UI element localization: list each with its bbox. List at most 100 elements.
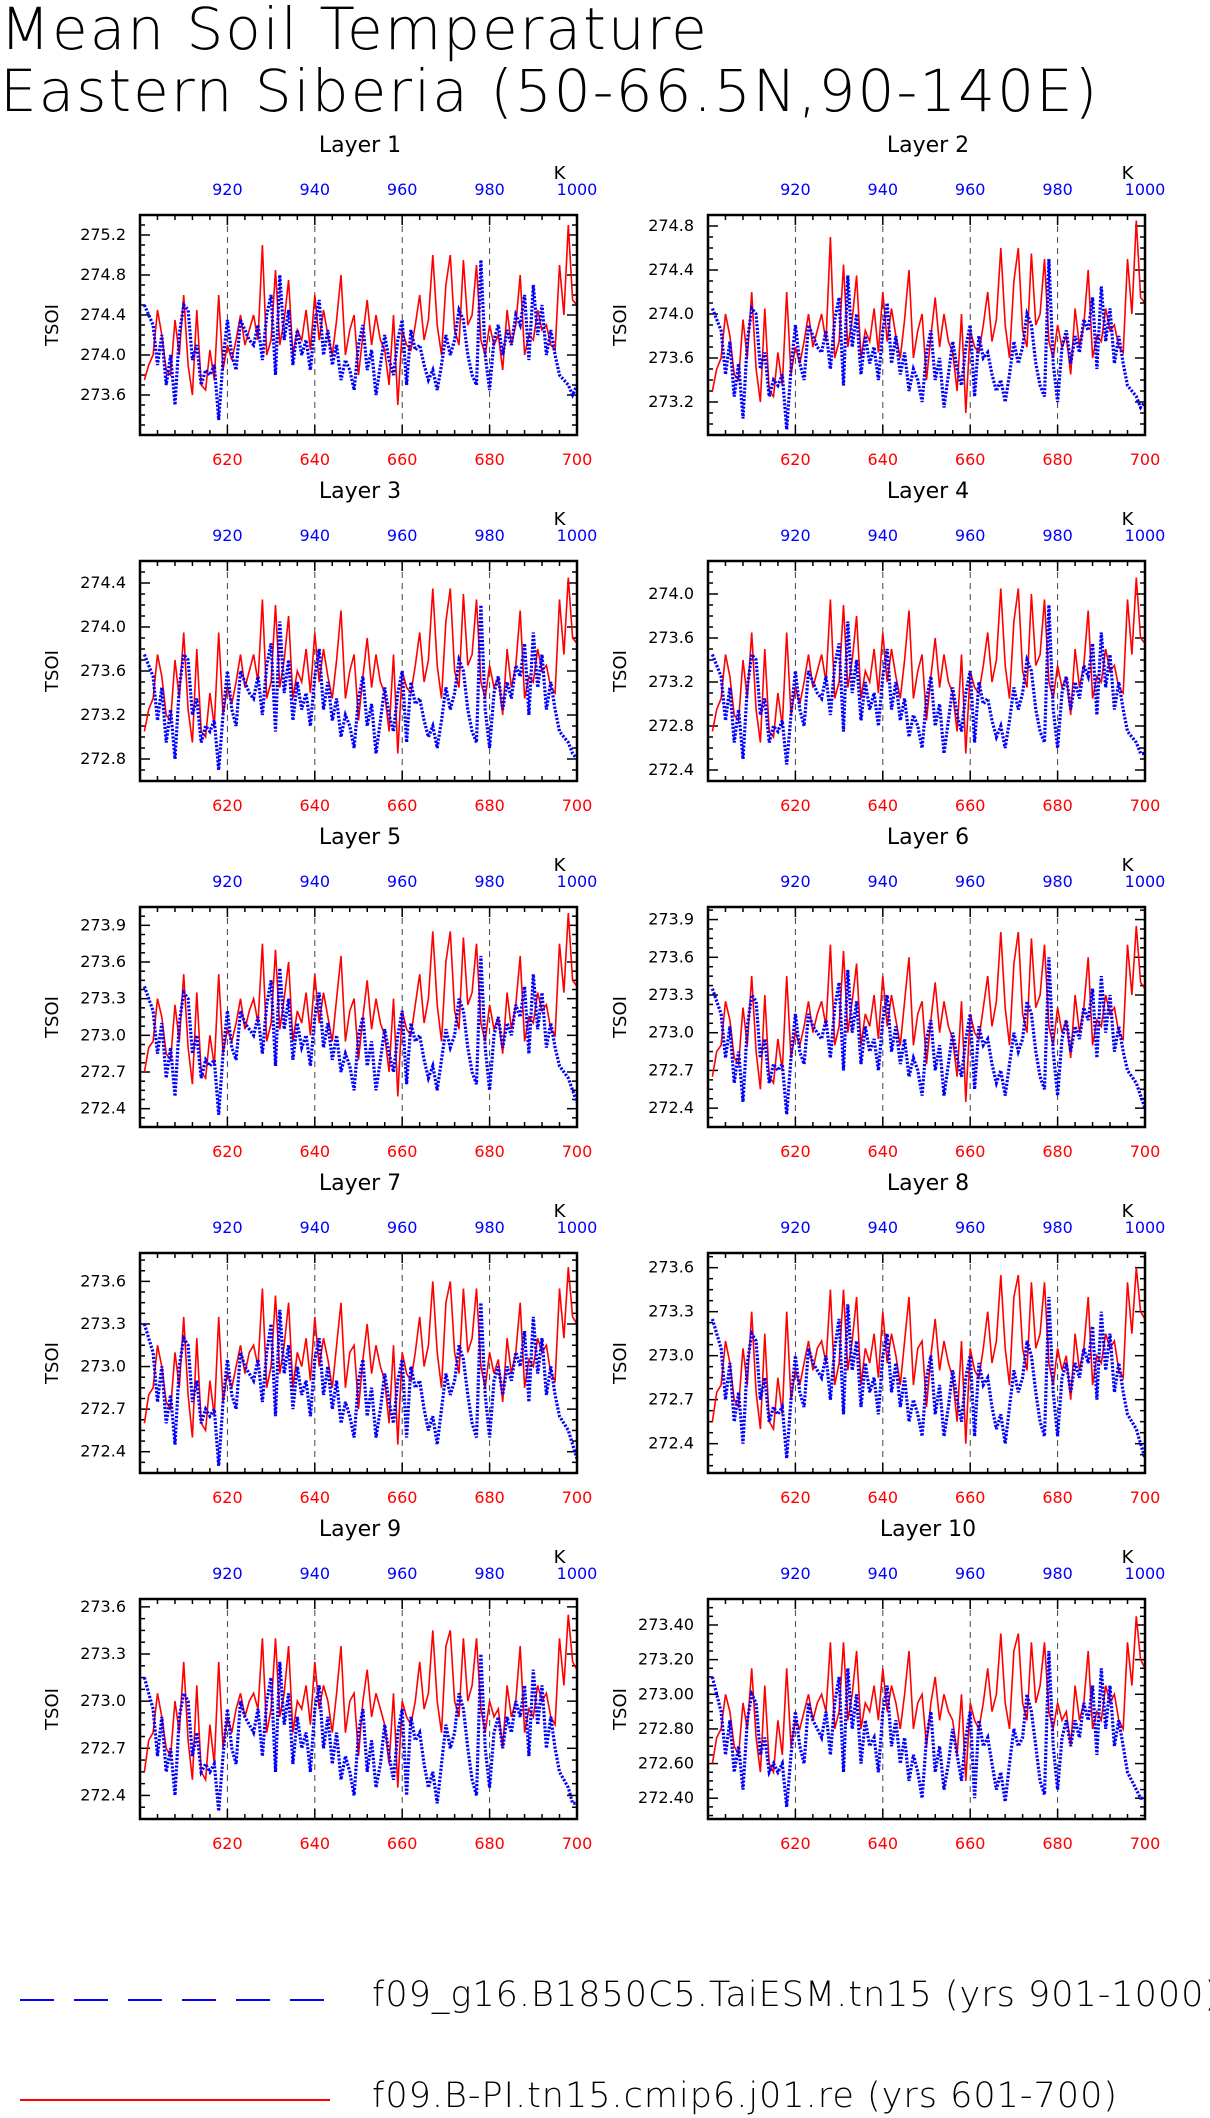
x-tick-label: 700 <box>1130 450 1161 469</box>
top-axis-unit: K <box>1122 855 1135 876</box>
y-tick-label: 274.8 <box>80 265 126 284</box>
series-red-line <box>143 224 578 406</box>
y-tick-label: 273.6 <box>80 1271 126 1290</box>
y-tick-label: 273.6 <box>80 952 126 971</box>
panel-frame <box>138 905 579 1129</box>
title-line-1: Mean Soil Temperature <box>0 0 709 63</box>
x2-tick-label: 1000 <box>1125 526 1166 545</box>
x2-tick-label: 960 <box>387 1218 418 1237</box>
y-tick-label: 274.0 <box>648 304 694 323</box>
x-tick-label: 660 <box>387 796 418 815</box>
y-tick-label: 272.7 <box>648 1060 694 1079</box>
x2-tick-label: 920 <box>780 526 811 545</box>
x2-tick-label: 940 <box>868 526 899 545</box>
x2-tick-label: 920 <box>212 180 243 199</box>
top-axis-unit: K <box>1122 509 1135 530</box>
x2-tick-label: 1000 <box>557 1218 598 1237</box>
y-tick-label: 273.6 <box>80 661 126 680</box>
x-tick-label: 680 <box>474 1488 505 1507</box>
x-tick-label: 620 <box>212 450 243 469</box>
x2-tick-label: 920 <box>780 1218 811 1237</box>
y-tick-label: 273.3 <box>80 1644 126 1663</box>
panel-title: Layer 4 <box>887 479 969 504</box>
y-tick-label: 272.7 <box>80 1738 126 1757</box>
x2-tick-label: 940 <box>300 872 331 891</box>
y-tick-label: 272.8 <box>80 749 126 768</box>
y-tick-label: 273.20 <box>638 1650 694 1669</box>
top-axis-unit: K <box>1122 1547 1135 1568</box>
y-tick-label: 274.4 <box>648 260 694 279</box>
y-tick-label: 273.3 <box>80 989 126 1008</box>
y-tick-label: 273.9 <box>648 910 694 929</box>
x2-tick-label: 920 <box>212 872 243 891</box>
x-tick-label: 660 <box>955 1834 986 1853</box>
top-axis-unit: K <box>1122 1201 1135 1222</box>
x2-tick-label: 920 <box>780 180 811 199</box>
y-tick-label: 273.00 <box>638 1684 694 1703</box>
y-tick-label: 274.4 <box>80 573 126 592</box>
x2-tick-label: 960 <box>955 872 986 891</box>
y-tick-label: 272.4 <box>80 1099 126 1118</box>
x2-tick-label: 1000 <box>1125 872 1166 891</box>
panel-frame <box>706 905 1147 1129</box>
series-red-line <box>711 577 1146 754</box>
series-blue-line <box>710 604 1145 765</box>
y-axis-label: TSOI <box>42 650 63 693</box>
y-tick-label: 273.0 <box>80 1691 126 1710</box>
y-tick-label: 272.8 <box>648 716 694 735</box>
x-tick-label: 640 <box>300 1488 331 1507</box>
x2-tick-label: 960 <box>955 180 986 199</box>
x2-tick-label: 960 <box>955 1218 986 1237</box>
x-tick-label: 680 <box>474 796 505 815</box>
y-tick-label: 273.3 <box>80 1314 126 1333</box>
x2-tick-label: 1000 <box>557 526 598 545</box>
y-axis-label: TSOI <box>610 1342 631 1385</box>
x-tick-label: 700 <box>562 796 593 815</box>
y-tick-label: 273.0 <box>648 1023 694 1042</box>
legend-label-red: f09.B-PI.tn15.cmip6.j01.re (yrs 601-700) <box>372 2076 1118 2116</box>
legend-label-blue: f09_g16.B1850C5.TaiESM.tn15 (yrs 901-100… <box>372 1975 1210 2015</box>
x-tick-label: 700 <box>562 1834 593 1853</box>
x2-tick-label: 980 <box>474 180 505 199</box>
x-tick-label: 660 <box>955 450 986 469</box>
x-tick-label: 680 <box>1042 1834 1073 1853</box>
y-tick-label: 273.6 <box>648 947 694 966</box>
x-tick-label: 660 <box>387 1488 418 1507</box>
x2-tick-label: 960 <box>387 180 418 199</box>
x-tick-label: 700 <box>562 1488 593 1507</box>
panel-frame <box>138 1251 579 1475</box>
x-tick-label: 620 <box>212 1488 243 1507</box>
x-tick-label: 660 <box>387 1142 418 1161</box>
x2-tick-label: 1000 <box>1125 1218 1166 1237</box>
y-axis-label: TSOI <box>610 304 631 347</box>
x-tick-label: 680 <box>1042 796 1073 815</box>
panel-title: Layer 9 <box>319 1517 401 1542</box>
y-tick-label: 273.0 <box>648 1346 694 1365</box>
panel-frame <box>706 213 1147 437</box>
y-tick-label: 273.3 <box>648 1302 694 1321</box>
x2-tick-label: 960 <box>955 526 986 545</box>
y-tick-label: 273.6 <box>648 348 694 367</box>
x2-tick-label: 940 <box>868 872 899 891</box>
x2-tick-label: 940 <box>868 180 899 199</box>
x-tick-label: 640 <box>300 796 331 815</box>
x2-tick-label: 920 <box>780 872 811 891</box>
x2-tick-label: 1000 <box>1125 1564 1166 1583</box>
x-tick-label: 620 <box>212 1142 243 1161</box>
x-tick-label: 620 <box>780 450 811 469</box>
x2-tick-label: 980 <box>1042 872 1073 891</box>
x-tick-label: 640 <box>300 450 331 469</box>
y-axis-label: TSOI <box>42 1688 63 1731</box>
top-axis-unit: K <box>554 163 567 184</box>
panel-title: Layer 3 <box>319 479 401 504</box>
x2-tick-label: 960 <box>955 1564 986 1583</box>
x-tick-label: 660 <box>387 1834 418 1853</box>
y-tick-label: 272.40 <box>638 1788 694 1807</box>
x2-tick-label: 920 <box>212 526 243 545</box>
x-tick-label: 640 <box>868 1142 899 1161</box>
x2-tick-label: 980 <box>474 1218 505 1237</box>
x2-tick-label: 1000 <box>1125 180 1166 199</box>
x2-tick-label: 960 <box>387 1564 418 1583</box>
series-red-line <box>711 220 1146 414</box>
